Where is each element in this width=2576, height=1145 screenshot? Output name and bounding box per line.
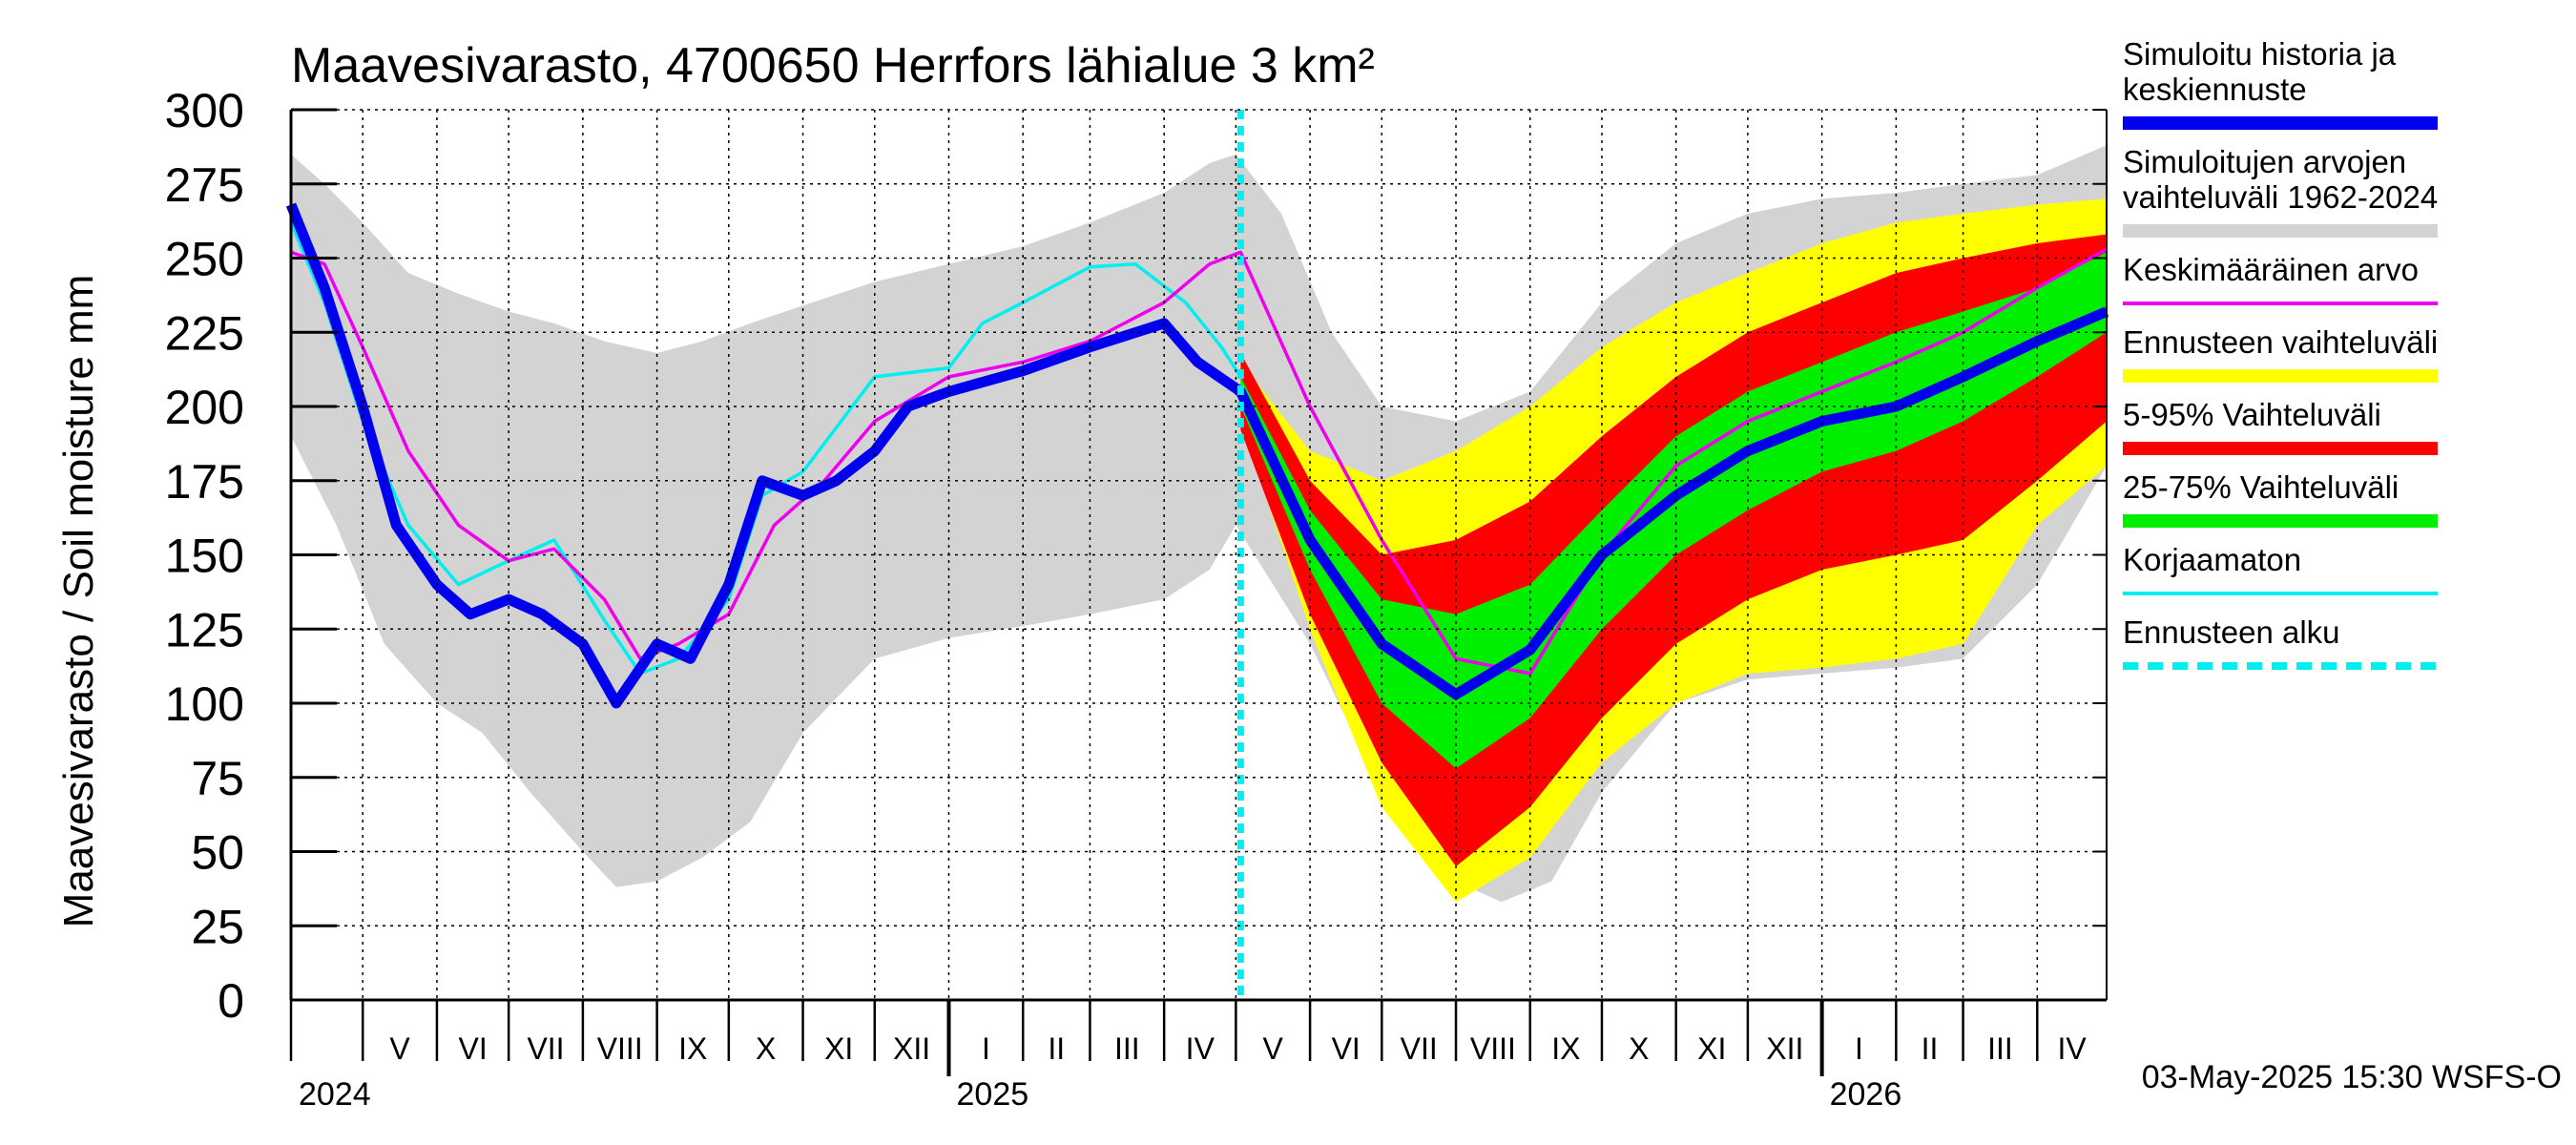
- y-tick-label: 50: [191, 826, 244, 880]
- x-year-label: 2024: [299, 1076, 371, 1113]
- y-tick-label: 275: [165, 158, 244, 212]
- legend-label: 25-75% Vaihteluväli: [2123, 469, 2399, 505]
- legend-label: Keskimääräinen arvo: [2123, 252, 2419, 287]
- legend-label: Simuloitu historia ja: [2123, 36, 2397, 72]
- y-tick-label: 125: [165, 603, 244, 656]
- y-tick-label: 225: [165, 306, 244, 360]
- x-month-label: XII: [893, 1031, 930, 1066]
- x-month-label: VI: [458, 1031, 487, 1066]
- x-month-label: VIII: [1470, 1031, 1516, 1066]
- band-25-75: [1240, 252, 2107, 769]
- x-month-label: VI: [1332, 1031, 1361, 1066]
- x-year-label: 2026: [1830, 1076, 1902, 1113]
- x-month-label: II: [1922, 1031, 1939, 1066]
- x-month-label: IV: [2057, 1031, 2087, 1066]
- legend-label: 5-95% Vaihteluväli: [2123, 397, 2381, 432]
- legend-label: Ennusteen vaihteluväli: [2123, 324, 2438, 360]
- footer-timestamp: 03-May-2025 15:30 WSFS-O: [2142, 1059, 2562, 1095]
- x-month-label: II: [1048, 1031, 1065, 1066]
- legend-label: keskiennuste: [2123, 72, 2307, 107]
- x-year-label: 2025: [957, 1076, 1029, 1113]
- y-tick-label: 150: [165, 530, 244, 583]
- y-tick-label: 200: [165, 381, 244, 434]
- grid: [291, 109, 2107, 1000]
- x-month-label: XI: [824, 1031, 853, 1066]
- y-tick-label: 75: [191, 752, 244, 805]
- x-month-label: V: [389, 1031, 410, 1066]
- y-tick-label: 25: [191, 900, 244, 953]
- legend-label: Korjaamaton: [2123, 542, 2301, 577]
- y-tick-label: 250: [165, 233, 244, 286]
- x-month-label: X: [756, 1031, 776, 1066]
- x-month-label: IX: [1551, 1031, 1580, 1066]
- x-month-label: IX: [678, 1031, 707, 1066]
- line-mean: [290, 247, 2108, 676]
- x-month-label: XII: [1766, 1031, 1803, 1066]
- line-history-forecast: [285, 202, 2109, 709]
- x-month-label: VIII: [597, 1031, 643, 1066]
- x-month-label: V: [1263, 1031, 1284, 1066]
- x-month-label: IV: [1186, 1031, 1215, 1066]
- legend-label: Simuloitujen arvojen: [2123, 144, 2406, 179]
- legend-label: Ennusteen alku: [2123, 614, 2340, 650]
- x-month-label: VII: [527, 1031, 564, 1066]
- x-month-label: III: [1114, 1031, 1140, 1066]
- y-tick-label: 100: [165, 677, 244, 731]
- chart-title: Maavesivarasto, 4700650 Herrfors lähialu…: [291, 38, 1375, 94]
- x-month-label: III: [1987, 1031, 2013, 1066]
- x-month-label: X: [1629, 1031, 1649, 1066]
- x-month-label: VII: [1401, 1031, 1438, 1066]
- x-month-label: I: [1855, 1031, 1863, 1066]
- y-tick-label: 0: [218, 974, 244, 1028]
- x-month-label: XI: [1697, 1031, 1726, 1066]
- legend-label: vaihteluväli 1962-2024: [2123, 179, 2438, 215]
- x-month-label: I: [982, 1031, 990, 1066]
- y-axis-label: Maavesivarasto / Soil moisture mm: [55, 275, 102, 928]
- y-tick-label: 300: [165, 84, 244, 137]
- y-tick-label: 175: [165, 455, 244, 509]
- plot-area: [285, 110, 2109, 1000]
